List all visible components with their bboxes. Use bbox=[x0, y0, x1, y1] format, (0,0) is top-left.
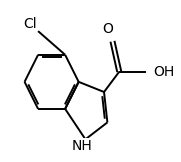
Text: O: O bbox=[102, 22, 113, 36]
Text: NH: NH bbox=[72, 139, 92, 153]
Text: Cl: Cl bbox=[23, 17, 36, 31]
Text: OH: OH bbox=[153, 65, 174, 79]
